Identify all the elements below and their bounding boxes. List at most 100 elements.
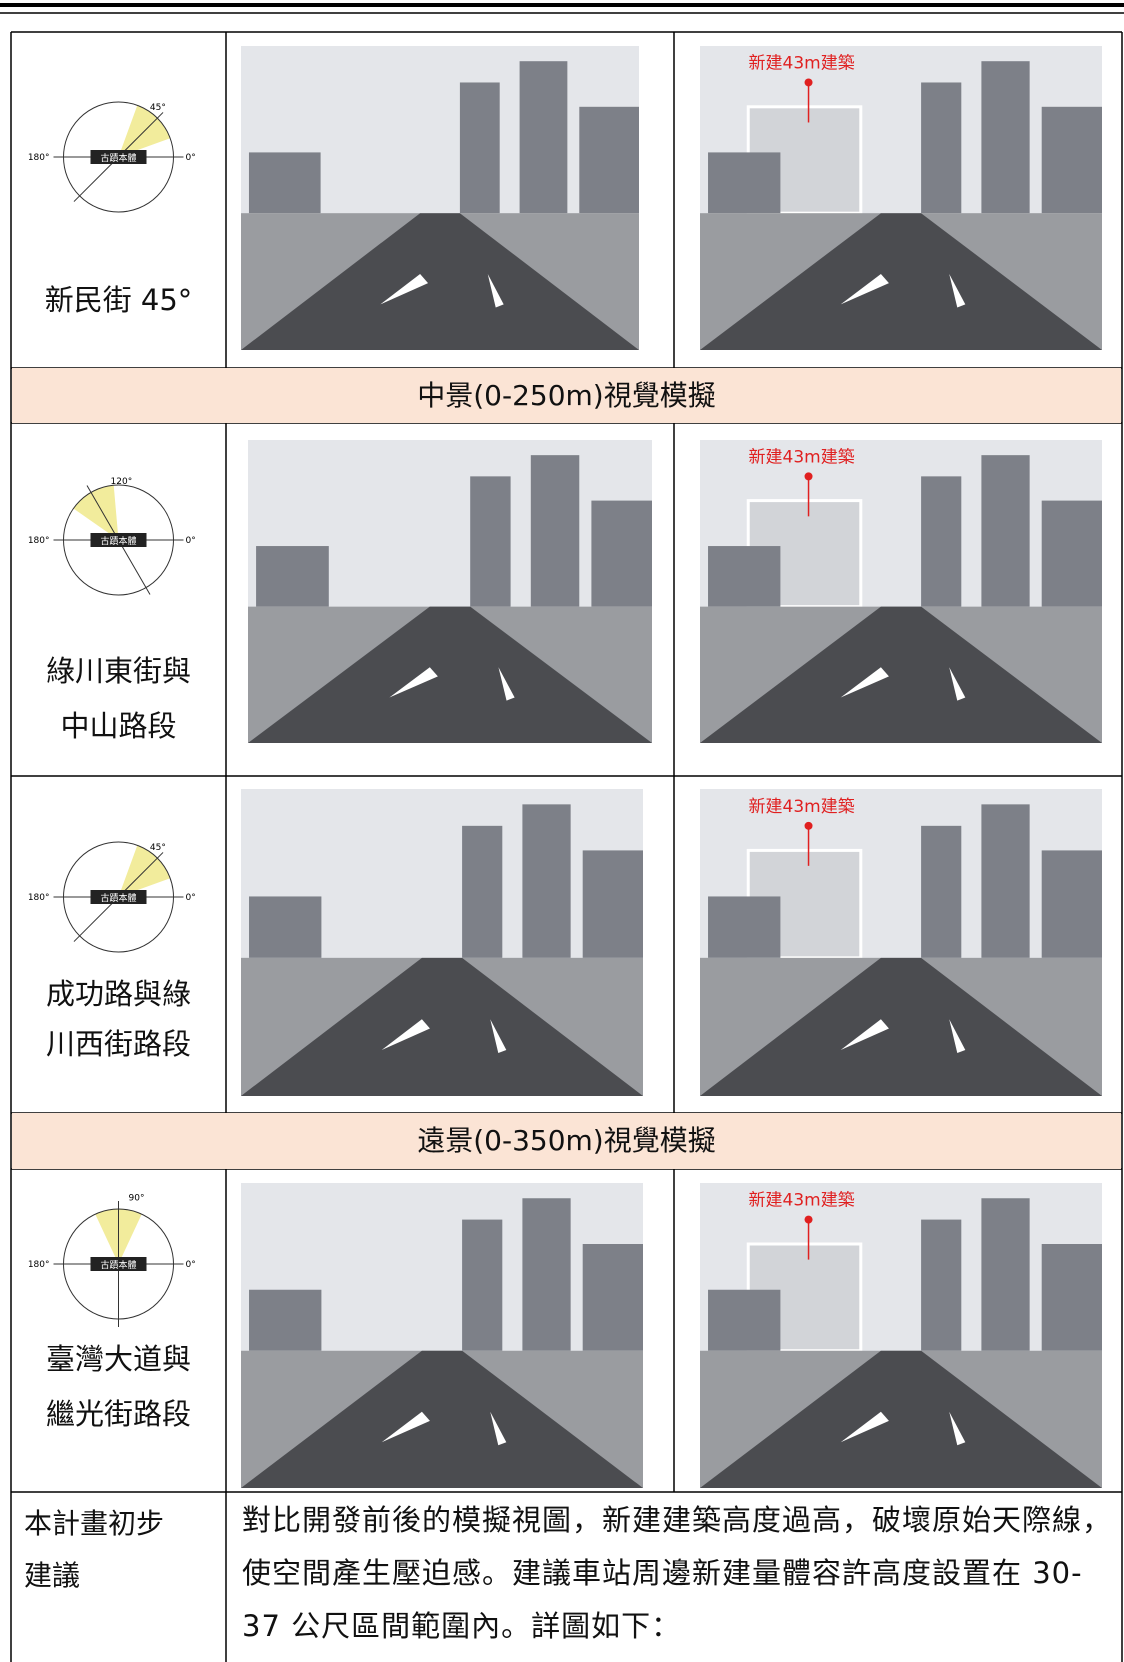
lane-arrow [490, 1411, 507, 1446]
road [700, 606, 1102, 743]
building [522, 804, 571, 958]
annotation-pin [804, 472, 813, 481]
building [921, 476, 962, 607]
building [1041, 1244, 1102, 1351]
angle-right: 0° [186, 1260, 196, 1270]
angle-view: 90° [129, 1193, 145, 1203]
lane-arrow [840, 1411, 889, 1443]
view-angle-diagram: 古蹟本體 180° 0° 45° [28, 841, 196, 953]
lane-arrow [949, 1019, 966, 1054]
center-box [90, 533, 147, 547]
street-photo: 新建43m建築 [700, 1183, 1102, 1488]
view-angle-diagram: 古蹟本體 180° 0° 45° [28, 101, 196, 213]
angle-right: 0° [186, 893, 196, 903]
building [921, 82, 962, 214]
building [1041, 850, 1102, 958]
building [582, 850, 643, 958]
building [248, 152, 321, 214]
building [519, 61, 568, 214]
lane-arrow [381, 1411, 430, 1443]
lane-arrow [389, 667, 438, 698]
lane-arrow [840, 667, 889, 698]
building [708, 896, 781, 958]
recommendation-label: 本計畫初步 [24, 1507, 165, 1540]
street-photo: 新建43m建築 [700, 789, 1102, 1096]
building [708, 546, 781, 607]
angle-view: 45° [150, 843, 166, 853]
lane-arrow [490, 1019, 507, 1054]
street-photo [248, 440, 652, 743]
annotation: 新建43m建築 [749, 53, 855, 73]
annotation: 新建43m建築 [749, 447, 855, 467]
lane-arrow [381, 1019, 430, 1050]
building [522, 1198, 571, 1351]
lane-arrow [498, 667, 515, 701]
angle-left: 180° [28, 536, 50, 546]
section-header: 遠景(0-350m)視覺模擬 [12, 1113, 1121, 1169]
location-label: 成功路與綠 [45, 977, 191, 1011]
building [1041, 106, 1102, 214]
angle-left: 180° [28, 893, 50, 903]
angle-view: 45° [150, 103, 166, 113]
recommendation-text: 對比開發前後的模擬視圖，新建建築高度過高，破壞原始天際線，使空間產生壓迫感。建議… [242, 1503, 1113, 1643]
street-photo [241, 1183, 643, 1488]
lane-arrow [949, 1411, 966, 1446]
building [256, 546, 329, 607]
lane-arrow [949, 667, 966, 701]
street-photo: 新建43m建築 [700, 440, 1102, 743]
building [470, 476, 511, 607]
annotation-pin [804, 78, 813, 87]
angle-right: 0° [186, 536, 196, 546]
building [981, 804, 1030, 958]
lane-arrow [380, 274, 429, 305]
road [241, 1350, 643, 1488]
building [1041, 500, 1102, 607]
building [708, 152, 781, 214]
lane-arrow [840, 1019, 889, 1050]
lane-arrow [840, 274, 889, 305]
annotation: 新建43m建築 [749, 1191, 855, 1211]
annotation-pin [804, 1215, 813, 1224]
road [700, 957, 1102, 1096]
building [459, 82, 500, 214]
street-photo [241, 789, 643, 1096]
section-header: 中景(0-250m)視覺模擬 [12, 368, 1121, 423]
view-angle-diagram: 古蹟本體 180° 0° 90° [28, 1193, 196, 1327]
angle-left: 180° [28, 153, 50, 163]
building [981, 1198, 1030, 1351]
building [462, 825, 503, 958]
center-label: 古蹟本體 [100, 535, 136, 547]
road [700, 213, 1102, 350]
recommendation-label: 建議 [24, 1559, 81, 1592]
road [248, 606, 652, 743]
street-photo: 新建43m建築 [700, 46, 1102, 350]
building [249, 1289, 322, 1351]
road [241, 957, 643, 1096]
location-label: 繼光街路段 [45, 1397, 191, 1431]
angle-left: 180° [28, 1260, 50, 1270]
building [981, 61, 1030, 214]
building [582, 1244, 643, 1351]
angle-view: 120° [111, 477, 133, 487]
center-box [90, 150, 147, 164]
location-label: 川西街路段 [45, 1027, 191, 1061]
center-label: 古蹟本體 [100, 892, 136, 904]
annotation: 新建43m建築 [749, 797, 855, 817]
view-wedge [73, 485, 119, 540]
location-label: 臺灣大道與 [45, 1342, 191, 1376]
road [241, 213, 639, 350]
angle-right: 0° [186, 153, 196, 163]
location-label: 新民街 45° [44, 283, 193, 317]
street-photo [241, 46, 639, 350]
building [591, 500, 652, 607]
building [921, 825, 962, 958]
building [579, 106, 639, 214]
building [708, 1289, 781, 1351]
building [462, 1219, 503, 1351]
road [700, 1350, 1102, 1488]
center-label: 古蹟本體 [100, 152, 136, 164]
building [981, 455, 1030, 607]
location-label: 綠川東街與 [45, 654, 191, 688]
center-box [90, 1257, 147, 1271]
